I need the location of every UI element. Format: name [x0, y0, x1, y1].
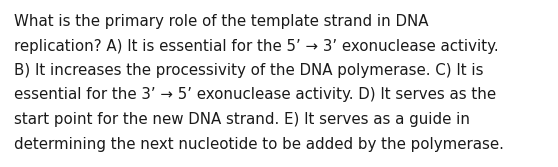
Text: essential for the 3’ → 5’ exonuclease activity. D) It serves as the: essential for the 3’ → 5’ exonuclease ac… [14, 88, 496, 103]
Text: determining the next nucleotide to be added by the polymerase.: determining the next nucleotide to be ad… [14, 136, 504, 151]
Text: What is the primary role of the template strand in DNA: What is the primary role of the template… [14, 14, 429, 29]
Text: replication? A) It is essential for the 5’ → 3’ exonuclease activity.: replication? A) It is essential for the … [14, 39, 499, 53]
Text: start point for the new DNA strand. E) It serves as a guide in: start point for the new DNA strand. E) I… [14, 112, 470, 127]
Text: B) It increases the processivity of the DNA polymerase. C) It is: B) It increases the processivity of the … [14, 63, 483, 78]
